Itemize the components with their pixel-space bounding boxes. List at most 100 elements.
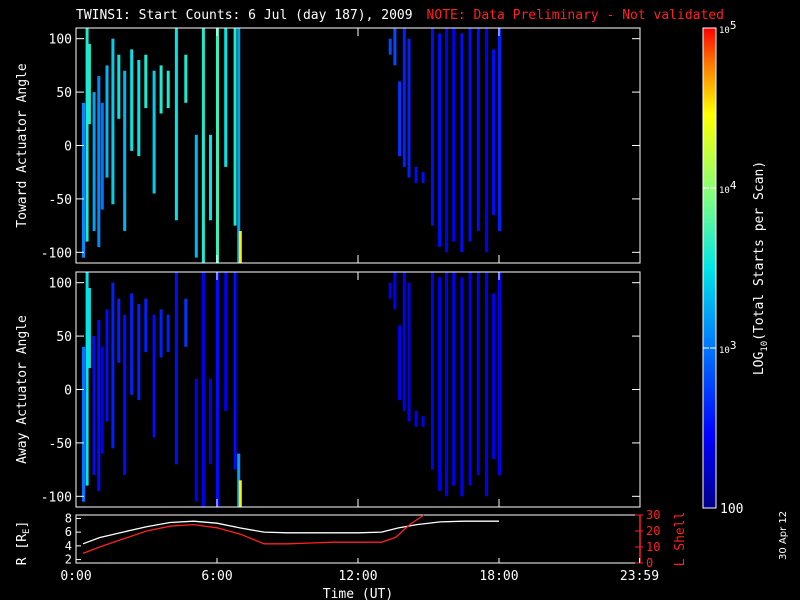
- toward-scan-column: [194, 134, 198, 258]
- toward-scan-column: [402, 28, 406, 167]
- toward-ytick-label: 100: [49, 33, 72, 48]
- toward-scan-column: [92, 92, 96, 231]
- toward-scan-column: [87, 44, 91, 125]
- away-frame: [75, 271, 641, 508]
- colorbar-tick-label: 105: [719, 19, 736, 36]
- away-scan-column: [233, 272, 237, 470]
- away-scan-column: [468, 272, 472, 486]
- toward-scan-column: [174, 28, 178, 221]
- orbit-frame: [75, 514, 641, 564]
- orbit-xtick-label: 6:00: [201, 569, 232, 584]
- away-scan-column: [130, 293, 134, 395]
- away-scan-column: [159, 309, 163, 358]
- away-scan-column: [194, 378, 198, 502]
- away-scan-column: [216, 272, 219, 507]
- toward-scan-column: [460, 33, 464, 253]
- toward-scan-column: [237, 28, 241, 263]
- toward-scan-column: [476, 28, 480, 231]
- away-scan-column: [82, 346, 85, 502]
- toward-scan-column: [111, 38, 115, 205]
- toward-scan-column: [117, 54, 121, 119]
- away-scan-column: [421, 416, 425, 427]
- away-scan-column: [238, 480, 242, 507]
- away-scan-column: [414, 410, 418, 427]
- toward-scan-column: [468, 28, 472, 242]
- toward-scan-column: [492, 49, 496, 216]
- datestamp: 30 Apr 12: [778, 510, 789, 560]
- away-scan-column: [166, 314, 170, 353]
- toward-scan-column: [421, 172, 425, 183]
- away-ytick-label: -50: [49, 437, 72, 452]
- away-scan-column: [144, 298, 148, 353]
- colorbar-tick-label: 103: [719, 339, 736, 356]
- toward-scan-column: [388, 38, 392, 55]
- title-main: TWINS1: Start Counts: 6 Jul (day 187), 2…: [76, 8, 413, 23]
- away-scan-column: [117, 298, 121, 363]
- away-scan-column: [87, 288, 91, 369]
- away-scan-column: [97, 320, 101, 491]
- toward-ytick-label: 50: [56, 86, 72, 101]
- away-ytick-label: 100: [49, 277, 72, 292]
- toward-scan-column: [144, 54, 148, 109]
- toward-scan-column: [431, 28, 434, 226]
- chart-title: TWINS1: Start Counts: 6 Jul (day 187), 2…: [76, 8, 724, 23]
- toward-scan-column: [166, 70, 170, 109]
- away-scan-column: [492, 293, 496, 459]
- away-scan-column: [152, 314, 156, 438]
- toward-scan-column: [105, 65, 109, 178]
- toward-scan-column: [130, 49, 134, 151]
- toward-frame: [75, 27, 641, 264]
- toward-scan-column: [100, 102, 104, 210]
- away-scan-column: [393, 272, 397, 310]
- away-scan-column: [184, 298, 188, 347]
- orbit-ytick-right-label: 10: [646, 540, 660, 554]
- away-scan-column: [388, 282, 392, 299]
- toward-panel: 100 50 0 -50 -100 Toward Actuator Angle: [15, 27, 641, 264]
- toward-ytick-label: 0: [64, 140, 72, 155]
- away-scan-column: [485, 272, 489, 497]
- away-scan-column: [224, 272, 228, 411]
- away-scan-column: [398, 325, 402, 401]
- away-scan-column: [201, 272, 205, 507]
- away-scan-column: [137, 304, 141, 401]
- orbit-xtick-label: 0:00: [60, 569, 91, 584]
- toward-scan-column: [184, 54, 188, 103]
- away-scan-column: [438, 277, 442, 491]
- orbit-ytick-left-label: 2: [65, 553, 72, 567]
- away-scan-column: [452, 272, 456, 486]
- away-ytick-label: -100: [41, 490, 72, 505]
- toward-scan-column: [152, 70, 156, 194]
- colorbar-tick-label: 104: [719, 179, 737, 196]
- toward-scan-column: [485, 28, 489, 253]
- away-scan-column: [445, 272, 449, 497]
- toward-scan-column: [201, 28, 205, 263]
- orbit-ylabel-right: L Shell: [673, 512, 688, 567]
- away-ylabel: Away Actuator Angle: [15, 315, 30, 464]
- title-note: NOTE: Data Preliminary - Not validated: [426, 8, 724, 23]
- orbit-xtick-label: 18:00: [479, 569, 518, 584]
- toward-scan-column: [414, 166, 418, 183]
- away-scan-column: [431, 272, 434, 470]
- toward-ytick-label: -100: [41, 246, 72, 261]
- toward-scan-column: [393, 28, 397, 66]
- away-scan-column: [85, 272, 89, 486]
- away-scan-column: [105, 309, 109, 422]
- colorbar: 105 104 103 100: [702, 19, 743, 517]
- toward-scan-column: [498, 28, 501, 231]
- toward-scan-column: [238, 231, 242, 263]
- orbit-ylabel-left: R [RE]: [15, 521, 32, 566]
- toward-scan-column: [445, 28, 449, 253]
- toward-scan-column: [123, 70, 127, 231]
- colorbar-tick-label: 100: [720, 502, 743, 517]
- colorbar-label: LOG10(Total Starts per Scan): [752, 161, 770, 375]
- away-scan-column: [174, 272, 178, 465]
- away-scan-column: [237, 453, 241, 507]
- toward-scan-column: [159, 65, 163, 114]
- away-ytick-label: 50: [56, 330, 72, 345]
- orbit-xtick-label: 23:59: [620, 569, 659, 584]
- toward-scan-column: [209, 134, 212, 221]
- orbit-ytick-right-label: 30: [646, 508, 660, 522]
- radius-line: [82, 520, 499, 545]
- toward-scan-column: [452, 28, 456, 242]
